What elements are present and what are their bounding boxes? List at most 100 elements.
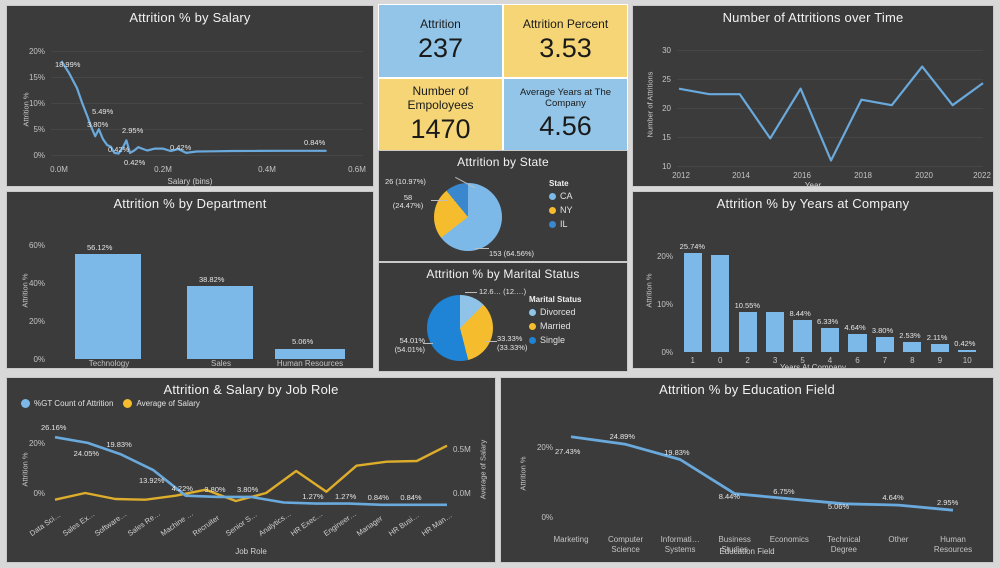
legend-item-ca[interactable]: CA [549, 191, 573, 201]
kpi-cards: Attrition 237 Attrition Percent 3.53 Num… [378, 4, 628, 152]
data-label: 2.95% [122, 126, 144, 135]
x-tick: Sales [210, 359, 231, 368]
plot-salary: Attrition % 20% 15% 10% 5% 0% 18.99% 5.4… [7, 25, 373, 186]
legend-item-ny[interactable]: NY [549, 205, 573, 215]
bar-years-3[interactable] [766, 312, 785, 352]
pie-label-ca: 153 (64.56%) [489, 249, 535, 258]
legend-item-married[interactable]: Married [529, 321, 581, 331]
x-tick: Economics [769, 535, 809, 544]
gridline [677, 137, 983, 138]
kpi-value: 237 [417, 33, 464, 64]
x-tick: Other [888, 535, 909, 544]
data-label: 0.84% [400, 492, 422, 502]
panel-attritions-over-time[interactable]: Number of Attritions over Time Number of… [632, 5, 994, 187]
x-tick: Technical Degree [827, 535, 861, 554]
kpi-label: Number of Empoloyees [407, 83, 474, 112]
pie-label-single: 54.01% (54.01%) [381, 336, 425, 354]
bar-years-2[interactable] [738, 311, 757, 352]
panel-attrition-by-salary[interactable]: Attrition % by Salary Attrition % 20% 15… [6, 5, 374, 187]
y-tick: 60% [28, 241, 45, 250]
panel-attrition-by-marital-status[interactable]: Attrition % by Marital Status 12.6… (12.… [378, 262, 628, 372]
x-tick: 2012 [672, 171, 690, 180]
bar-years-0[interactable] [711, 255, 730, 352]
panel-attrition-by-years-at-company[interactable]: Attrition % by Years at Company Attritio… [632, 191, 994, 369]
legend-item-divorced[interactable]: Divorced [529, 307, 581, 317]
bar-years-5[interactable] [793, 319, 812, 352]
x-tick: 2016 [793, 171, 811, 180]
x-tick: Human Resources [933, 535, 973, 554]
pie-marital[interactable] [427, 295, 493, 361]
data-label: 10.55% [734, 300, 760, 310]
gridline [51, 51, 363, 52]
legend-state: State CA NY IL [549, 179, 573, 233]
x-axis-label-job-role: Job Role [235, 547, 267, 556]
data-label: 0.42% [124, 158, 146, 167]
bar-human-resources[interactable] [275, 349, 345, 359]
data-label: 18.99% [55, 60, 81, 69]
plot-education: Attrition % 20% 0% 27.43% 24.89% 19.83% 8.4… [501, 397, 993, 561]
data-label: 38.82% [199, 275, 225, 284]
legend-item-average-salary[interactable]: Average of Salary [123, 399, 200, 408]
y-tick: 30 [662, 46, 671, 55]
data-label: 3.80% [237, 484, 259, 494]
data-label: 3.80% [87, 120, 109, 129]
kpi-average-years-at-company[interactable]: Average Years at The Company 4.56 [503, 78, 628, 152]
panel-attrition-by-education-field[interactable]: Attrition % by Education Field Attrition… [500, 377, 994, 563]
kpi-value: 4.56 [539, 111, 592, 142]
y-tick: 0% [33, 489, 45, 498]
pie-label-ny: 58 (24.47%) [385, 193, 431, 211]
pie-slices [427, 295, 493, 361]
data-label: 25.74% [679, 242, 706, 252]
x-axis-label-years: Years At Company [780, 363, 846, 369]
x-tick: 0.4M [258, 165, 276, 174]
data-label: 6.75% [773, 486, 795, 496]
legend-label: Single [540, 335, 566, 345]
bar-years-1[interactable] [683, 253, 702, 352]
bar-years-6[interactable] [848, 334, 867, 352]
panel-attrition-by-state[interactable]: Attrition by State 26 (10.97%) 58 (24.47… [378, 150, 628, 262]
x-tick: 3 [772, 356, 778, 365]
panel-attrition-salary-by-job-role[interactable]: Attrition & Salary by Job Role %GT Count… [6, 377, 496, 563]
x-tick: 0.6M [348, 165, 366, 174]
data-label: 4.64% [882, 493, 904, 503]
plot-department: Attrition % 60% 40% 20% 0% 56.12% 38.82%… [7, 211, 373, 368]
gridline [51, 103, 363, 104]
gridline [677, 50, 983, 51]
y-axis-label-years: Attrition % [644, 273, 654, 308]
pie-state[interactable] [434, 183, 502, 251]
legend-item-attrition-count[interactable]: %GT Count of Attrition [21, 399, 113, 408]
bar-years-4[interactable] [820, 327, 840, 352]
bar-years-10[interactable] [958, 350, 977, 352]
x-tick: 1 [690, 356, 695, 365]
x-tick: Informati… Systems [660, 535, 700, 554]
data-label: 13.92% [139, 475, 165, 485]
legend-item-single[interactable]: Single [529, 335, 581, 345]
x-tick: 4 [827, 356, 833, 365]
bar-sales[interactable] [187, 286, 253, 359]
legend-job-role: %GT Count of Attrition Average of Salary [21, 399, 200, 408]
x-axis-label-salary: Salary (bins) [167, 177, 213, 186]
data-label: 2.95% [937, 498, 959, 508]
y-tick: 10 [662, 162, 671, 171]
bar-technology[interactable] [75, 254, 141, 359]
chart-title-state: Attrition by State [457, 155, 549, 169]
kpi-attrition-percent[interactable]: Attrition Percent 3.53 [503, 4, 628, 78]
bar-years-9[interactable] [930, 343, 949, 352]
x-tick: 10 [962, 356, 972, 365]
legend-swatch-icon [549, 192, 556, 200]
data-label: 8.44% [789, 308, 811, 318]
chart-title-salary: Attrition % by Salary [129, 10, 251, 25]
x-tick: Human Resources [276, 359, 344, 368]
chart-title-over-time: Number of Attritions over Time [722, 10, 904, 25]
plot-state: 26 (10.97%) 58 (24.47%) 153 (64.56%) Sta… [379, 169, 627, 261]
legend-item-il[interactable]: IL [549, 219, 573, 229]
kpi-attrition[interactable]: Attrition 237 [378, 4, 503, 78]
panel-attrition-by-department[interactable]: Attrition % by Department Attrition % 60… [6, 191, 374, 369]
legend-swatch-icon [529, 336, 536, 344]
kpi-number-of-employees[interactable]: Number of Empoloyees 1470 [378, 78, 503, 152]
legend-swatch-icon [529, 308, 536, 316]
bar-years-7[interactable] [875, 337, 894, 352]
y2-tick: 0.0M [453, 489, 471, 498]
bar-years-8[interactable] [903, 342, 922, 352]
data-label: 0.42% [108, 145, 130, 154]
